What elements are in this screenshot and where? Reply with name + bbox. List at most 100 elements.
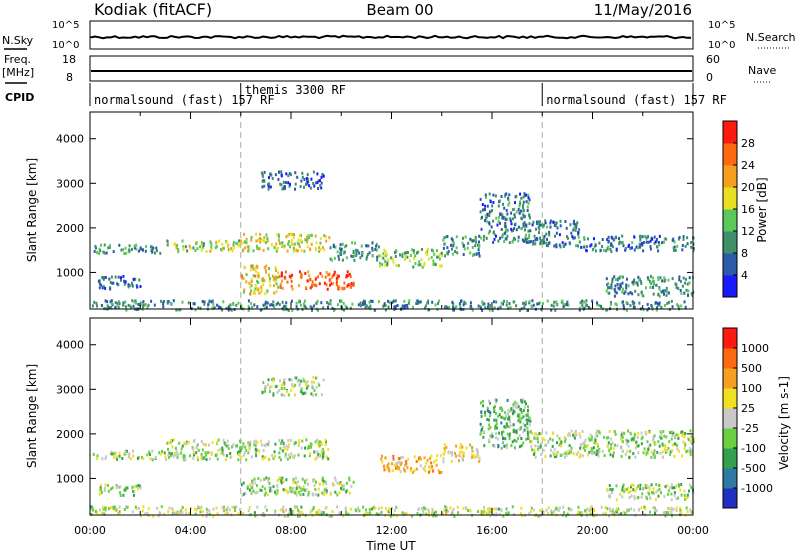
range-cell (328, 515, 331, 518)
range-cell (146, 511, 149, 515)
range-cell (632, 452, 635, 456)
range-cell (326, 301, 329, 304)
range-cell (575, 225, 578, 229)
range-cell (383, 464, 386, 468)
colorbar-swatch (723, 253, 737, 276)
range-cell (554, 507, 557, 511)
range-cell (495, 422, 498, 426)
cpid-segment-label: themis 3300 RF (245, 83, 346, 97)
range-cell (451, 451, 454, 455)
range-cell (667, 489, 670, 493)
range-cell (561, 453, 564, 457)
range-cell (195, 445, 198, 449)
range-cell (497, 437, 500, 441)
range-cell (275, 290, 278, 294)
range-cell (432, 262, 435, 266)
range-cell (532, 303, 535, 307)
range-cell (288, 274, 291, 278)
range-cell (292, 246, 295, 250)
range-cell (671, 486, 674, 490)
range-cell (132, 490, 135, 493)
range-cell (633, 495, 636, 499)
range-cell (590, 505, 593, 509)
range-cell (100, 483, 102, 487)
range-cell (653, 235, 656, 239)
range-cell (340, 305, 343, 309)
range-cell (215, 241, 218, 245)
range-cell (493, 410, 496, 413)
range-cell (175, 450, 178, 454)
range-cell (119, 494, 122, 497)
range-cell (385, 507, 387, 511)
colorbar-tick-label: -1000 (741, 482, 773, 495)
range-cell (117, 275, 120, 279)
range-cell (430, 454, 433, 458)
range-cell (412, 470, 415, 474)
range-cell (508, 241, 511, 245)
range-cell (385, 263, 388, 267)
range-cell (573, 432, 576, 436)
range-cell (658, 444, 661, 448)
range-cell (444, 254, 447, 258)
range-cell (331, 306, 334, 310)
range-cell (492, 219, 495, 223)
range-cell (628, 243, 631, 247)
range-cell (333, 309, 335, 312)
range-cell (654, 301, 657, 305)
range-cell (519, 200, 522, 204)
range-cell (583, 440, 586, 444)
range-cell (104, 483, 107, 487)
range-cell (263, 236, 266, 240)
range-cell (663, 495, 666, 498)
range-cell (507, 417, 510, 421)
range-cell (607, 286, 609, 290)
range-cell (247, 308, 250, 312)
range-cell (186, 441, 189, 445)
range-cell (581, 442, 584, 446)
range-cell (539, 432, 542, 436)
range-cell (654, 442, 657, 446)
range-cell (313, 380, 315, 384)
range-cell (392, 454, 395, 458)
range-cell (117, 304, 120, 308)
range-cell (263, 184, 266, 188)
range-cell (203, 300, 206, 304)
range-cell (180, 447, 183, 451)
range-cell (478, 254, 481, 258)
range-cell (638, 242, 641, 246)
range-cell (112, 452, 115, 456)
range-cell (629, 291, 632, 295)
range-cell (221, 506, 224, 510)
range-cell (123, 252, 126, 255)
range-cell (499, 305, 502, 309)
range-cell (324, 443, 327, 447)
range-cell (412, 305, 414, 309)
range-cell (288, 172, 291, 176)
range-cell (588, 508, 591, 512)
range-cell (482, 208, 484, 212)
y-tick-label: 2000 (56, 428, 84, 441)
range-cell (620, 512, 623, 516)
range-cell (275, 242, 278, 246)
range-cell (275, 269, 277, 272)
range-cell (335, 279, 338, 283)
range-cell (547, 244, 549, 248)
range-cell (615, 247, 618, 251)
range-cell (329, 257, 332, 261)
range-cell (634, 446, 637, 450)
range-cell (387, 466, 390, 470)
range-cell (349, 284, 352, 288)
range-cell (269, 486, 272, 490)
range-cell (259, 439, 262, 443)
range-cell (120, 276, 122, 280)
range-cell (657, 293, 660, 297)
range-cell (672, 431, 675, 435)
range-cell (289, 507, 292, 511)
range-cell (443, 452, 445, 456)
range-cell (367, 306, 370, 310)
range-cell (170, 439, 172, 442)
range-cell (99, 508, 101, 512)
range-cell (160, 452, 163, 456)
range-cell (298, 439, 301, 442)
range-cell (441, 254, 444, 258)
